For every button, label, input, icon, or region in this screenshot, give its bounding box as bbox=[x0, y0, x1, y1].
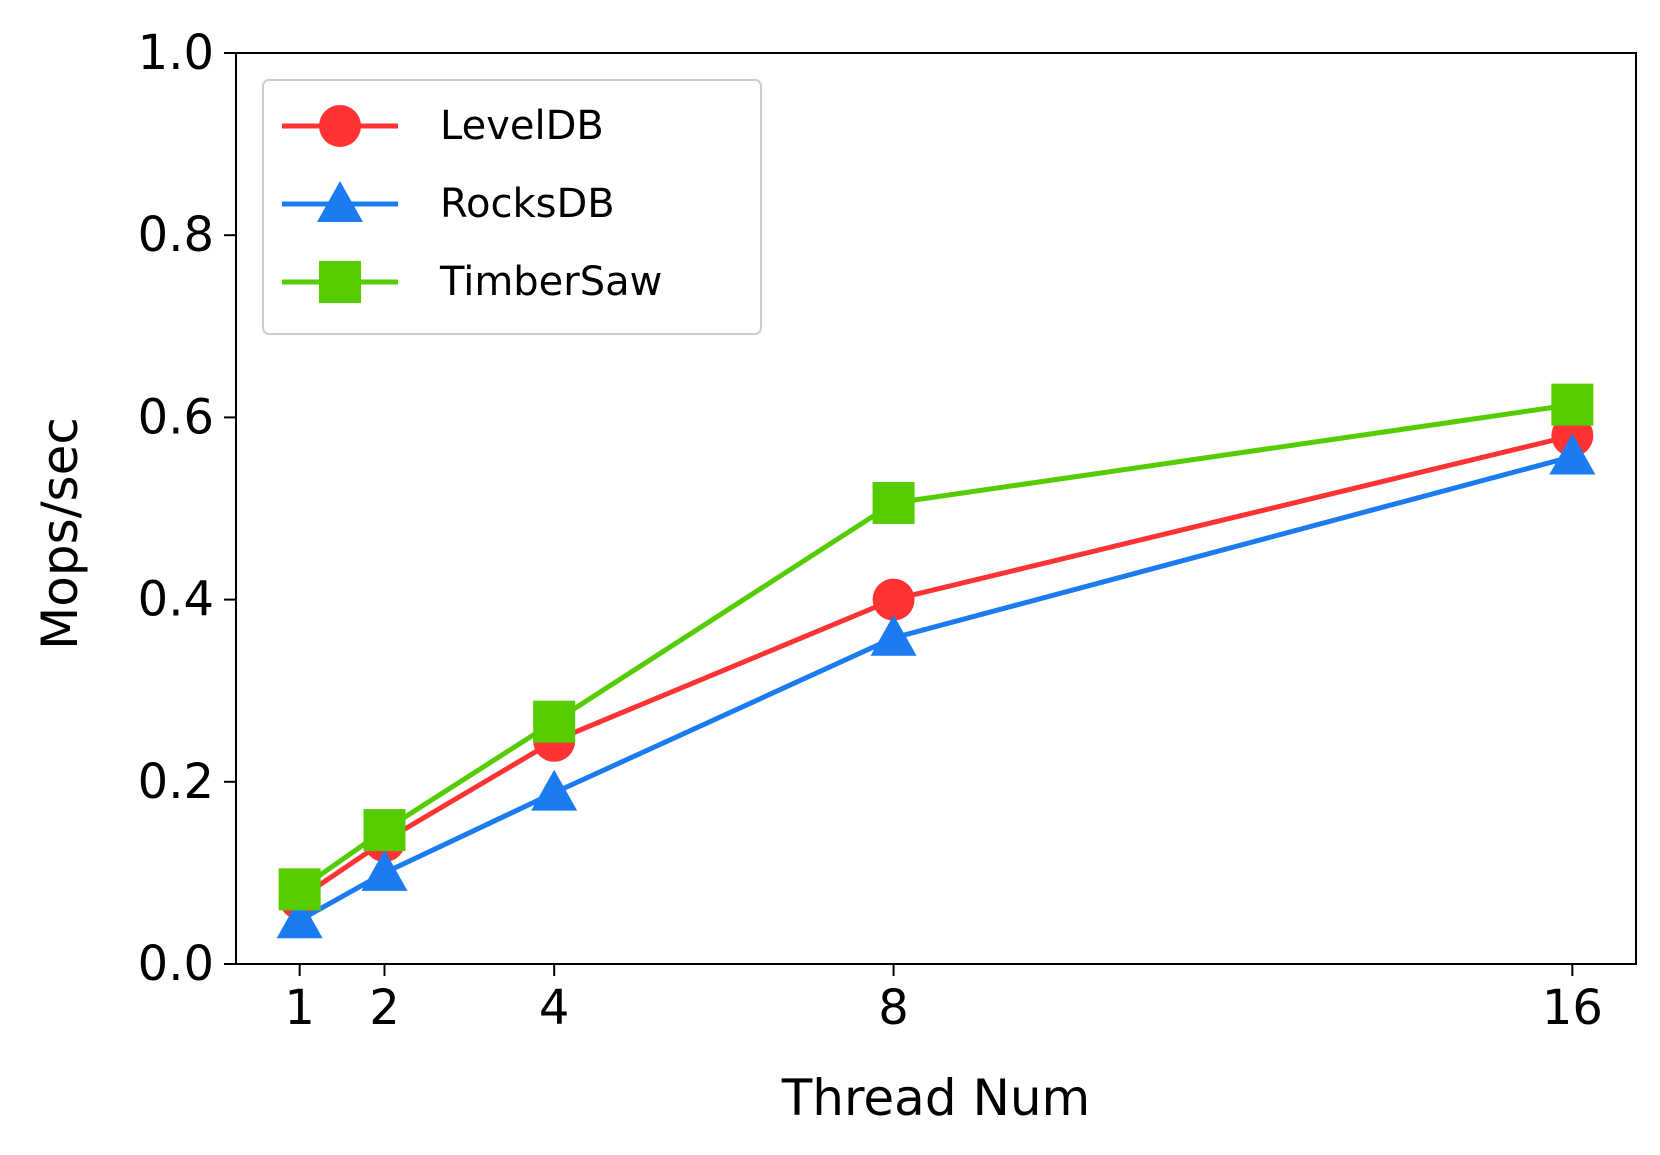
data-point-timbersaw bbox=[363, 809, 406, 852]
x-tick-label: 16 bbox=[1542, 980, 1603, 1036]
legend-item-timbersaw: TimberSaw bbox=[282, 259, 662, 305]
data-point-rocksdb bbox=[361, 849, 408, 891]
legend-item-rocksdb: RocksDB bbox=[282, 181, 615, 227]
data-point-rocksdb bbox=[1549, 433, 1596, 475]
data-point-timbersaw bbox=[533, 700, 576, 743]
y-tick-label: 0.0 bbox=[138, 936, 214, 992]
x-tick-label: 2 bbox=[369, 980, 400, 1036]
data-point-timbersaw bbox=[278, 868, 321, 911]
data-point-timbersaw bbox=[872, 482, 915, 525]
legend-item-leveldb: LevelDB bbox=[282, 103, 604, 149]
data-point-leveldb bbox=[872, 578, 915, 621]
legend-marker-rocksdb bbox=[317, 181, 363, 222]
y-tick-label: 0.8 bbox=[138, 207, 214, 263]
legend-label-leveldb: LevelDB bbox=[440, 103, 604, 149]
data-point-rocksdb bbox=[276, 897, 323, 939]
data-point-rocksdb bbox=[870, 614, 917, 656]
axes: 0.0 0.2 0.4 0.6 0.8 1.0 1 2 4 8 16 Thread Num Mops/s… bbox=[31, 25, 1637, 1127]
y-tick-label: 0.4 bbox=[138, 572, 214, 628]
x-axis-title: Thread Num bbox=[781, 1069, 1091, 1127]
x-tick-label: 1 bbox=[284, 980, 315, 1036]
y-tick-label: 1.0 bbox=[138, 25, 214, 81]
data-point-rocksdb bbox=[531, 769, 578, 811]
series-timbersaw bbox=[278, 383, 1594, 911]
legend-label-rocksdb: RocksDB bbox=[440, 181, 615, 227]
x-tick-label: 8 bbox=[878, 980, 909, 1036]
legend-marker-timbersaw bbox=[319, 261, 361, 303]
y-axis-title: Mops/sec bbox=[31, 417, 89, 650]
x-tick-label: 4 bbox=[539, 980, 570, 1036]
legend: LevelDB RocksDB TimberSaw bbox=[262, 79, 762, 335]
plot-frame bbox=[235, 52, 1637, 965]
y-tick-label: 0.2 bbox=[138, 754, 214, 810]
y-tick-label: 0.6 bbox=[138, 389, 214, 445]
series-rocksdb bbox=[276, 433, 1596, 939]
data-point-timbersaw bbox=[1551, 383, 1594, 426]
series-layer bbox=[276, 383, 1596, 939]
legend-box bbox=[262, 79, 762, 335]
legend-label-timbersaw: TimberSaw bbox=[439, 259, 662, 305]
legend-marker-leveldb bbox=[319, 105, 361, 147]
